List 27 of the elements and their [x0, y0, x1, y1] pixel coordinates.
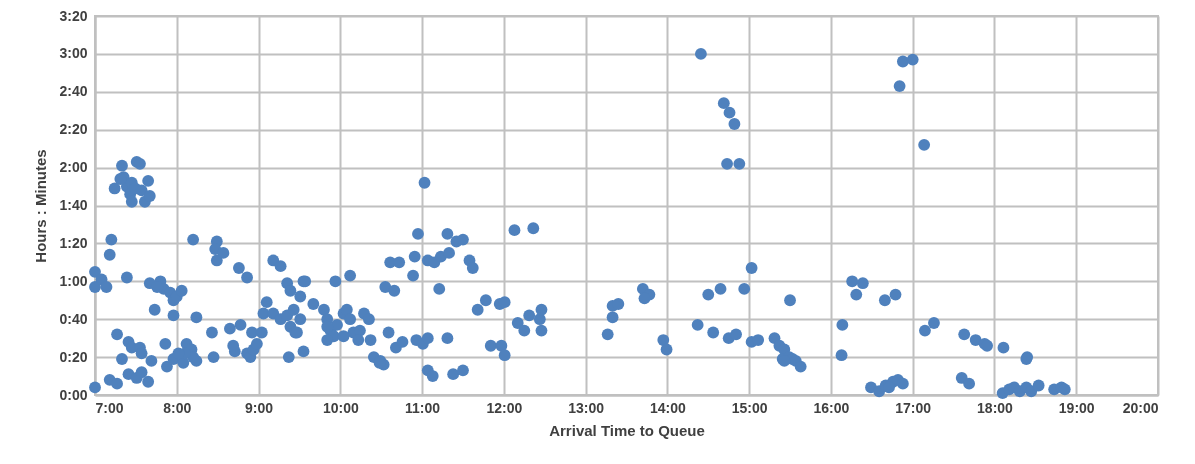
y-tick-label: 1:40 — [59, 197, 88, 213]
y-tick-label: 3:00 — [59, 45, 88, 62]
x-axis-title: Arrival Time to Queue — [549, 421, 705, 439]
x-tick-label: 20:00 — [1122, 399, 1159, 416]
y-tick-label: 3:20 — [59, 7, 88, 24]
y-axis-title: Hours : Minutes — [32, 149, 50, 263]
x-tick-label: 11:00 — [405, 399, 441, 416]
x-tick-label: 7:00 — [95, 399, 124, 416]
x-tick-label: 19:00 — [1058, 399, 1095, 416]
x-tick-label: 10:00 — [322, 399, 359, 416]
y-tick-label: 1:00 — [59, 272, 88, 289]
x-tick-label: 15:00 — [731, 399, 768, 416]
y-tick-label: 2:40 — [59, 83, 88, 100]
x-tick-label: 8:00 — [163, 399, 192, 416]
x-tick-label: 13:00 — [568, 399, 605, 416]
x-tick-label: 9:00 — [245, 399, 274, 416]
x-tick-label: 14:00 — [649, 399, 686, 416]
x-tick-label: 18:00 — [977, 399, 1014, 416]
y-tick-label: 2:00 — [59, 159, 88, 176]
x-tick-label: 12:00 — [486, 399, 523, 416]
x-tick-label: 16:00 — [813, 399, 850, 416]
y-tick-label: 0:00 — [59, 386, 88, 403]
y-tick-label: 2:20 — [59, 121, 88, 138]
y-tick-label: 0:20 — [59, 348, 88, 365]
y-tick-label: 0:40 — [59, 310, 88, 327]
x-tick-label: 17:00 — [895, 399, 932, 416]
y-tick-label: 1:20 — [59, 234, 88, 251]
